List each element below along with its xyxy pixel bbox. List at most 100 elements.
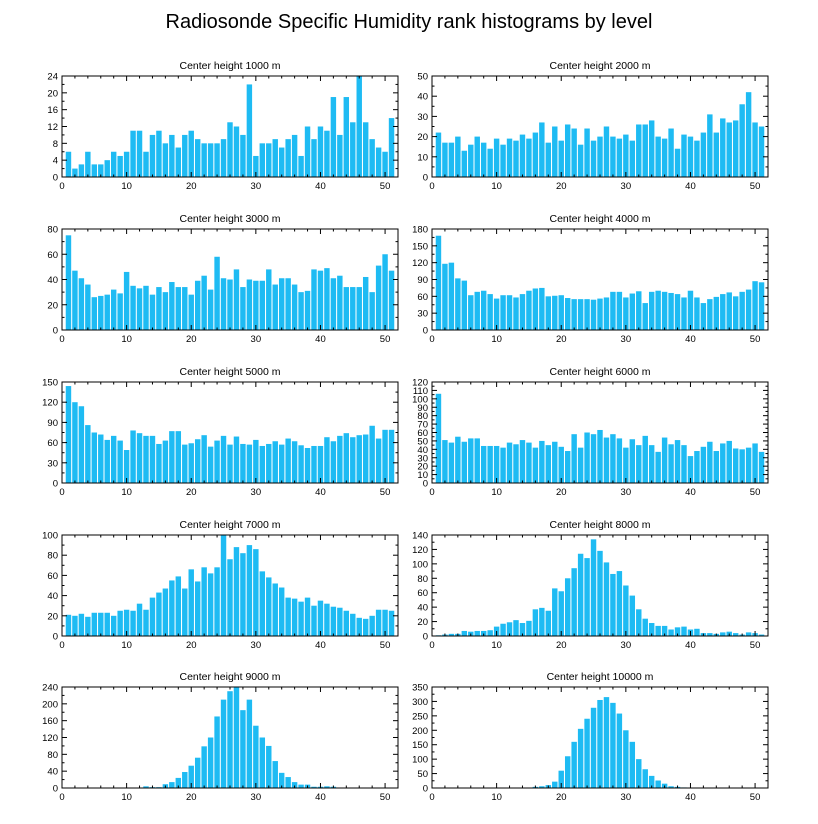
bar <box>291 598 298 636</box>
bar <box>123 271 130 330</box>
bar <box>110 289 117 330</box>
bar <box>506 138 513 177</box>
bar <box>577 299 584 330</box>
bar <box>117 293 123 330</box>
y-tick-label: 20 <box>47 88 58 99</box>
y-tick-label: 0 <box>53 632 58 643</box>
panel-title: Center height 6000 m <box>550 366 651 378</box>
bar <box>233 687 240 788</box>
y-tick-label: 20 <box>417 462 428 473</box>
bar <box>220 435 227 483</box>
bar <box>648 775 655 788</box>
bar <box>337 607 343 636</box>
bar <box>162 440 169 483</box>
bar <box>201 435 207 483</box>
bar <box>227 559 233 636</box>
bar <box>461 280 468 330</box>
bar <box>356 617 362 636</box>
bar <box>350 437 356 483</box>
bar <box>388 118 395 177</box>
x-tick-label: 40 <box>685 181 696 192</box>
bar <box>526 138 532 177</box>
bar <box>648 445 655 484</box>
bar <box>584 432 590 483</box>
bar <box>687 136 694 177</box>
bar <box>356 287 362 330</box>
bar <box>194 139 201 178</box>
bar <box>337 435 343 483</box>
bar <box>194 581 201 636</box>
bar <box>220 699 227 789</box>
panel-title: Center height 7000 m <box>180 519 281 531</box>
y-tick-label: 120 <box>412 545 428 556</box>
x-tick-label: 10 <box>491 487 502 498</box>
bar <box>603 562 610 636</box>
bar <box>201 275 207 330</box>
y-tick-label: 150 <box>42 378 58 389</box>
bar <box>259 280 266 330</box>
bar <box>382 151 388 177</box>
bar <box>552 441 558 483</box>
x-tick-label: 0 <box>59 792 64 803</box>
bar <box>513 444 519 483</box>
bar <box>642 769 648 788</box>
bar <box>201 567 207 636</box>
x-tick-label: 50 <box>380 487 391 498</box>
bar <box>382 609 388 636</box>
y-tick-label: 0 <box>423 173 428 184</box>
bar <box>616 713 623 788</box>
bar <box>493 138 500 177</box>
panels: Center height 1000 m0 10 20 30 40 50048121620… <box>42 60 769 803</box>
y-tick-label: 30 <box>417 453 428 464</box>
panel-title: Center height 2000 m <box>550 60 651 72</box>
y-tick-label: 60 <box>417 428 428 439</box>
y-tick-label: 60 <box>417 292 428 303</box>
panel-title: Center height 8000 m <box>550 519 651 531</box>
bar <box>752 281 758 330</box>
x-tick-label: 20 <box>186 640 197 651</box>
bar <box>214 716 220 788</box>
panel-title: Center height 9000 m <box>180 671 281 683</box>
bar <box>136 433 143 483</box>
bar <box>343 97 350 177</box>
bar <box>668 128 674 177</box>
bar <box>584 128 590 177</box>
bar <box>246 84 253 177</box>
bar <box>304 290 311 330</box>
bar <box>681 626 687 636</box>
panel-5: Center height 5000 m 0 10 20 30 40 50 0 30 60 90 12… <box>42 366 399 498</box>
bar <box>130 610 136 636</box>
x-tick-label: 50 <box>380 792 391 803</box>
y-tick-label: 300 <box>412 697 428 708</box>
bar <box>493 298 500 330</box>
x-tick-label: 0 <box>59 334 64 345</box>
bar <box>668 786 674 788</box>
bar <box>629 293 636 330</box>
bar <box>182 287 188 330</box>
bar <box>72 270 78 330</box>
bar <box>590 707 597 788</box>
bar <box>65 614 72 636</box>
bar <box>506 622 513 636</box>
y-tick-label: 30 <box>47 458 58 469</box>
bar <box>356 76 362 177</box>
bar <box>149 134 156 177</box>
bar <box>324 786 330 788</box>
x-tick-label: 20 <box>556 487 567 498</box>
bar <box>577 728 584 788</box>
bar <box>558 140 564 177</box>
bar <box>681 445 687 484</box>
bar <box>739 449 745 483</box>
bar <box>571 299 577 330</box>
bar <box>278 444 285 483</box>
x-tick-label: 0 <box>59 181 64 192</box>
bar <box>745 289 752 330</box>
bar <box>623 297 629 330</box>
bar <box>253 155 259 177</box>
bar <box>207 446 214 483</box>
bar <box>668 629 674 636</box>
bar <box>72 168 78 177</box>
bar <box>278 278 285 330</box>
bar <box>726 440 732 483</box>
bar <box>246 444 253 483</box>
